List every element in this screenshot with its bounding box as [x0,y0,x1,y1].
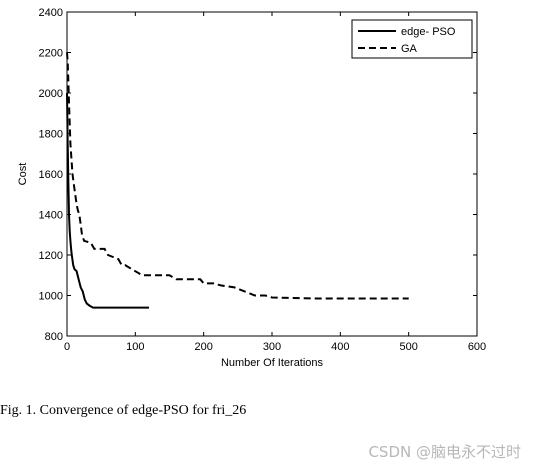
y-tick-label: 2200 [39,48,63,60]
legend-box [351,19,473,59]
y-tick-label: 1000 [39,291,63,303]
axes-box [66,11,478,337]
x-tick-label: 400 [331,341,349,353]
y-tick-label: 1600 [39,169,63,181]
x-tick-label: 0 [64,341,70,353]
watermark: CSDN @脑电永不过时 [368,443,521,461]
y-tick-label: 2400 [39,7,63,19]
y-tick-label: 2000 [39,88,63,100]
legend: edge- PSO GA [351,19,473,59]
x-axis-ticks: 0 100 200 300 400 500 600 [64,12,486,353]
y-tick-label: 1400 [39,210,63,222]
x-axis-label: Number Of Iterations [221,357,324,369]
y-tick-label: 800 [45,331,63,343]
x-tick-label: 500 [399,341,417,353]
x-tick-label: 100 [126,341,144,353]
y-tick-label: 1200 [39,250,63,262]
legend-label-edge-pso: edge- PSO [401,26,456,38]
x-tick-label: 600 [468,341,486,353]
legend-label-ga: GA [401,43,418,55]
series-line-ga [66,52,409,300]
y-tick-label: 1800 [39,129,63,141]
plot-area [66,11,478,337]
series-layer [66,52,409,309]
x-tick-label: 200 [194,341,212,353]
x-tick-label: 300 [263,341,281,353]
series-line-edge-pso [66,92,149,309]
y-axis-ticks: 800 1000 1200 1400 1600 1800 2000 2200 2400 [39,7,477,343]
y-axis-label: Cost [17,163,29,186]
convergence-chart: 0 100 200 300 400 500 600 800 1000 1200 1400 1600 1… [17,7,486,369]
figure-caption: Fig. 1. Convergence of edge-PSO for fri_… [0,403,247,418]
